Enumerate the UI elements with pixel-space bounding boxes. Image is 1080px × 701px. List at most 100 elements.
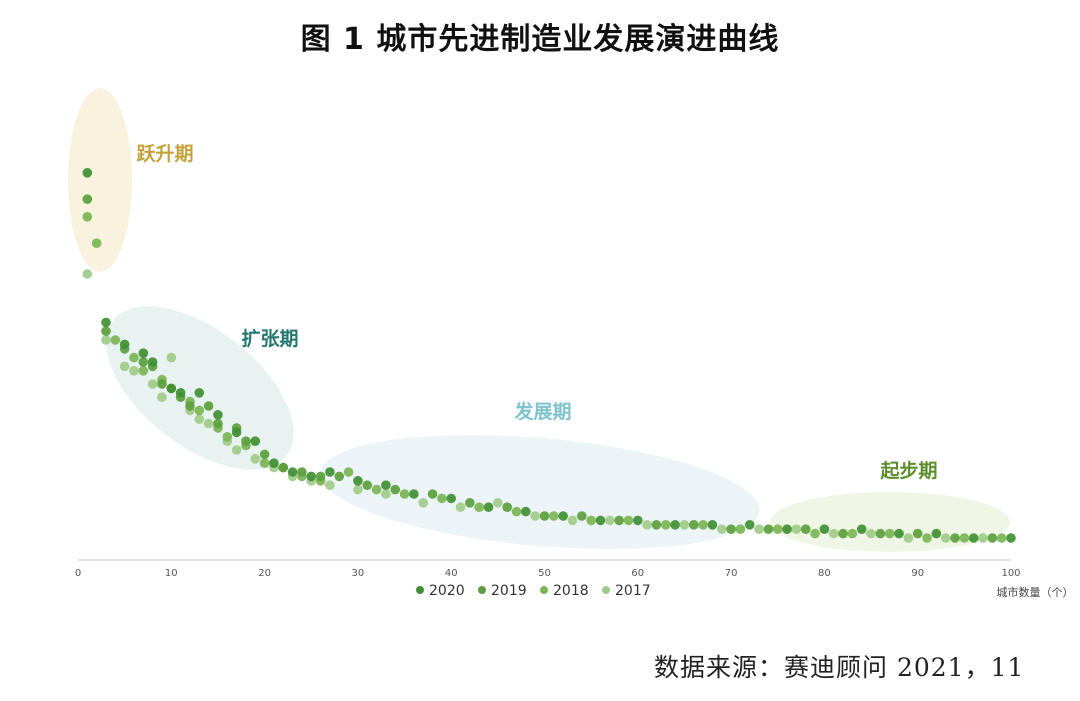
data-point-2020	[558, 511, 568, 521]
data-point-2020	[409, 489, 419, 499]
data-point-2020	[931, 528, 942, 539]
x-tick-label: 80	[818, 568, 831, 579]
data-point-2020	[287, 467, 298, 477]
data-point-2018	[129, 352, 139, 363]
data-source-note: 数据来源：赛迪顾问 2021，11	[654, 653, 1025, 682]
data-point-2019	[950, 533, 960, 543]
phase-ellipse	[68, 88, 132, 272]
data-point-2019	[651, 520, 662, 530]
data-point-2019	[427, 489, 438, 499]
data-point-2020	[1006, 533, 1016, 543]
data-point-2017	[754, 524, 764, 534]
data-point-2017	[101, 335, 111, 345]
data-point-2019	[315, 471, 326, 482]
data-point-2017	[493, 498, 503, 508]
data-point-2019	[800, 524, 811, 534]
data-point-2017	[82, 269, 93, 279]
x-tick-label: 70	[725, 568, 738, 579]
phase-ellipse	[320, 434, 760, 550]
data-point-2017	[866, 528, 876, 539]
data-point-2020	[166, 383, 177, 394]
data-point-2018	[549, 511, 559, 521]
data-point-2018	[660, 520, 671, 530]
data-point-2020	[483, 502, 494, 512]
data-point-2019	[334, 471, 345, 482]
legend-label: 2019	[491, 583, 527, 599]
data-point-2020	[856, 524, 867, 534]
data-point-2017	[381, 489, 391, 499]
data-point-2017	[250, 454, 261, 464]
data-point-2018	[474, 502, 484, 512]
data-point-2019	[213, 418, 223, 429]
data-point-2020	[633, 515, 643, 526]
data-point-2019	[726, 524, 736, 534]
legend-marker	[540, 586, 548, 594]
data-point-2019	[502, 502, 512, 512]
x-tick-label: 100	[1001, 568, 1020, 579]
data-point-2017	[418, 498, 429, 508]
data-point-2019	[577, 511, 587, 521]
data-point-2020	[82, 168, 93, 178]
data-point-2017	[530, 511, 540, 521]
data-point-2017	[231, 445, 242, 455]
data-point-2018	[511, 506, 522, 517]
legend-marker	[478, 586, 486, 594]
data-point-2019	[278, 462, 289, 473]
x-tick-label: 20	[258, 568, 271, 579]
data-point-2017	[129, 366, 139, 376]
data-point-2020	[325, 467, 335, 477]
x-tick-label: 40	[445, 568, 458, 579]
phase-label: 发展期	[513, 400, 571, 423]
data-point-2018	[810, 528, 820, 539]
data-point-2020	[446, 493, 457, 504]
data-point-2018	[259, 458, 270, 469]
data-point-2020	[231, 427, 242, 438]
legend-marker	[416, 586, 424, 594]
data-point-2019	[297, 467, 307, 477]
data-point-2017	[325, 480, 335, 491]
data-point-2019	[912, 528, 923, 539]
legend-label: 2017	[615, 583, 651, 599]
data-point-2019	[763, 524, 774, 534]
data-point-2019	[185, 401, 195, 411]
data-point-2017	[828, 528, 839, 539]
phase-label: 扩张期	[241, 328, 298, 350]
data-point-2017	[166, 352, 177, 363]
data-point-2020	[381, 480, 391, 491]
x-tick-label: 60	[631, 568, 644, 579]
data-point-2018	[222, 432, 233, 442]
data-point-2020	[213, 410, 223, 420]
x-tick-label: 50	[538, 568, 551, 579]
data-point-2017	[679, 520, 690, 530]
legend-label: 2018	[553, 583, 589, 599]
data-point-2018	[343, 467, 354, 477]
data-point-2018	[91, 238, 102, 248]
data-point-2019	[362, 480, 373, 491]
data-point-2018	[110, 335, 121, 345]
data-point-2019	[838, 528, 848, 539]
data-point-2018	[996, 533, 1007, 543]
data-point-2020	[250, 436, 261, 447]
data-point-2020	[306, 471, 317, 482]
data-point-2019	[157, 379, 167, 389]
data-point-2020	[595, 515, 606, 526]
data-point-2020	[894, 528, 904, 539]
data-point-2017	[157, 392, 167, 403]
data-point-2017	[940, 533, 951, 543]
data-point-2019	[259, 449, 270, 460]
x-tick-label: 30	[352, 568, 365, 579]
legend-marker	[602, 586, 610, 594]
phase-label: 跃升期	[136, 143, 193, 165]
data-point-2020	[119, 339, 130, 350]
data-point-2017	[791, 524, 802, 534]
data-point-2020	[707, 520, 718, 530]
x-tick-label: 0	[75, 568, 81, 579]
x-tick-label: 90	[911, 568, 924, 579]
phase-label: 起步期	[879, 460, 937, 482]
data-point-2017	[119, 361, 130, 372]
data-point-2020	[269, 458, 279, 469]
data-point-2019	[875, 528, 886, 539]
data-point-2020	[194, 388, 205, 398]
data-point-2017	[716, 524, 727, 534]
data-point-2018	[371, 484, 382, 495]
